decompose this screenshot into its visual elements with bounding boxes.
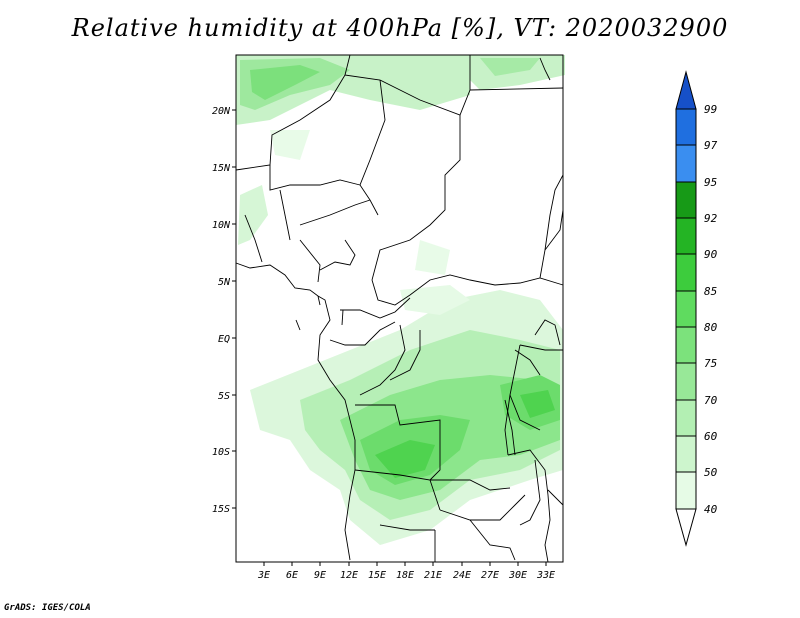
lon-label: 3E	[257, 570, 270, 581]
axis-ticks	[232, 109, 547, 566]
colorbar-label: 60	[704, 430, 718, 443]
colorbar-segment	[675, 253, 697, 292]
lat-label: 10S	[212, 447, 230, 458]
country-borders	[235, 54, 564, 563]
colorbar-segment	[675, 181, 697, 219]
colorbar-segment	[675, 108, 697, 146]
colorbar-label: 50	[704, 466, 718, 479]
colorbar-label: 85	[704, 285, 717, 298]
colorbar-label: 92	[704, 212, 718, 225]
lat-label: EQ	[218, 334, 230, 345]
colorbar-segment	[675, 70, 697, 110]
colorbar-label: 95	[704, 176, 717, 189]
lon-label: 27E	[481, 570, 499, 581]
lon-label: 6E	[286, 570, 298, 581]
colorbar-label: 40	[704, 503, 718, 516]
colorbar-label: 99	[704, 103, 717, 116]
humidity-field	[236, 55, 565, 545]
lon-label: 18E	[396, 570, 414, 581]
lat-label: 15S	[212, 504, 230, 515]
lon-label: 9E	[314, 570, 326, 581]
lat-label: 5N	[218, 277, 231, 288]
lon-label: 12E	[340, 570, 358, 581]
colorbar-label: 70	[704, 394, 718, 407]
lat-label: 15N	[212, 163, 231, 174]
colorbar-segment	[675, 144, 697, 183]
lon-label: 21E	[424, 570, 442, 581]
colorbar-label: 80	[704, 321, 718, 334]
map-title: Relative humidity at 400hPa [%], VT: 202…	[71, 14, 729, 42]
lat-label: 20N	[212, 106, 231, 117]
colorbar-label: 90	[704, 248, 718, 261]
lon-label: 24E	[453, 570, 471, 581]
colorbar-label: 97	[704, 139, 718, 152]
colorbar-segment	[675, 508, 697, 547]
lon-label: 15E	[368, 570, 386, 581]
colorbar	[675, 70, 697, 547]
map-frame	[235, 54, 564, 563]
lat-label: 10N	[212, 220, 231, 231]
colorbar-segment	[675, 399, 697, 437]
colorbar-segment	[675, 362, 697, 401]
grads-credit: GrADS: IGES/COLA	[4, 603, 91, 613]
colorbar-segment	[675, 217, 697, 255]
colorbar-segment	[675, 471, 697, 510]
lat-label: 5S	[218, 391, 230, 402]
lon-label: 33E	[536, 570, 555, 581]
colorbar-segment	[675, 435, 697, 473]
colorbar-segment	[675, 326, 697, 364]
colorbar-segment	[675, 290, 697, 328]
lon-label: 30E	[508, 570, 527, 581]
colorbar-label: 75	[704, 357, 717, 370]
